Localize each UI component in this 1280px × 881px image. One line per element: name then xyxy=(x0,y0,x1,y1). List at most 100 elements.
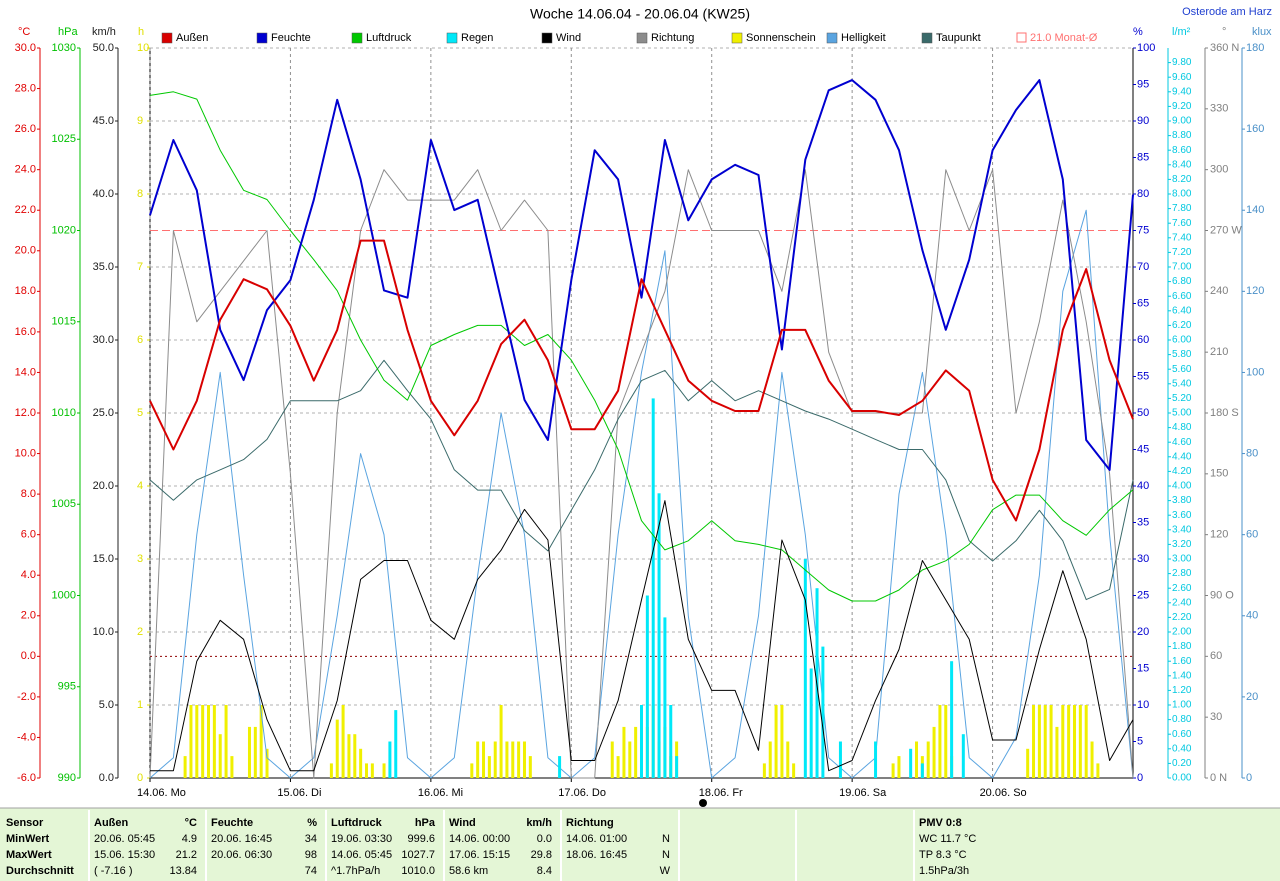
group-name: Richtung xyxy=(566,817,614,829)
y-tick-label: 0 N xyxy=(1210,772,1227,784)
y-tick-label: 2.60 xyxy=(1172,583,1192,594)
y-tick-label: 6.0 xyxy=(21,529,36,541)
y-tick-label: 7.00 xyxy=(1172,262,1192,273)
legend-swatch xyxy=(446,32,458,44)
row-label: MinWert xyxy=(6,833,50,845)
x-tick-label: 17.06. Do xyxy=(558,787,606,799)
y-tick-label: 160 xyxy=(1246,123,1264,135)
series-bar xyxy=(780,705,784,778)
series-bar xyxy=(675,756,679,778)
series-bar xyxy=(1084,705,1088,778)
axis-unit: l/m² xyxy=(1172,26,1191,38)
legend-label: Feuchte xyxy=(271,32,311,44)
series-bar xyxy=(938,705,942,778)
y-tick-label: 25.0 xyxy=(93,407,114,419)
y-tick-label: 50 xyxy=(1137,407,1149,419)
y-tick-label: 22.0 xyxy=(15,204,36,216)
group-name: Luftdruck xyxy=(331,817,383,829)
y-tick-label: 5.0 xyxy=(99,699,114,711)
series-bar xyxy=(1078,705,1082,778)
y-tick-label: 6.00 xyxy=(1172,335,1192,346)
y-tick-label: 1.00 xyxy=(1172,700,1192,711)
cell-when: ( -7.16 ) xyxy=(94,865,133,877)
series-bar xyxy=(329,763,333,778)
cell-value: 98 xyxy=(305,849,317,861)
group-name: Feuchte xyxy=(211,817,253,829)
y-tick-label: 2.40 xyxy=(1172,597,1192,608)
series-bar xyxy=(230,756,234,778)
y-tick-label: 6.60 xyxy=(1172,291,1192,302)
y-tick-label: 8.20 xyxy=(1172,174,1192,185)
y-tick-label: 1.40 xyxy=(1172,670,1192,681)
cell-value: 1027.7 xyxy=(401,849,435,861)
cell-value: 0.0 xyxy=(537,833,552,845)
cell-value: 74 xyxy=(305,865,317,877)
legend-label: Taupunkt xyxy=(936,32,981,44)
y-tick-label: 2.0 xyxy=(21,610,36,622)
axis-unit: % xyxy=(1133,26,1143,38)
series-bar xyxy=(341,705,345,778)
y-tick-label: 100 xyxy=(1137,42,1155,54)
y-tick-label: 140 xyxy=(1246,204,1264,216)
legend-swatch xyxy=(1016,32,1027,43)
y-tick-label: 5.80 xyxy=(1172,349,1192,360)
y-tick-label: 9.80 xyxy=(1172,57,1192,68)
y-tick-label: 3.80 xyxy=(1172,495,1192,506)
series-bar xyxy=(394,710,398,778)
series-bar xyxy=(1072,705,1076,778)
y-tick-label: 7.20 xyxy=(1172,247,1192,258)
y-tick-label: 0.20 xyxy=(1172,758,1192,769)
series-bar xyxy=(183,756,187,778)
legend-label: Außen xyxy=(176,32,208,44)
cell-value: 1010.0 xyxy=(401,865,435,877)
y-tick-label: 45.0 xyxy=(93,115,114,127)
y-tick-label: 60 xyxy=(1137,334,1149,346)
series-bar xyxy=(522,741,526,778)
y-tick-label: 30.0 xyxy=(93,334,114,346)
axis-unit: h xyxy=(138,26,144,38)
y-tick-label: 0.0 xyxy=(21,650,36,662)
y-tick-label: 0 xyxy=(137,772,143,784)
y-tick-label: 9.20 xyxy=(1172,101,1192,112)
series-bar xyxy=(792,763,796,778)
legend-label: Regen xyxy=(461,32,493,44)
series-bar xyxy=(663,617,667,778)
series-bar xyxy=(628,741,632,778)
y-tick-label: 2 xyxy=(137,626,143,638)
series-bar xyxy=(212,705,216,778)
y-tick-label: 20.0 xyxy=(93,480,114,492)
group-unit: °C xyxy=(185,817,197,829)
cell-when: 14.06. 01:00 xyxy=(566,833,627,845)
y-tick-label: 5 xyxy=(1137,735,1143,747)
series-bar xyxy=(347,734,351,778)
y-tick-label: 40 xyxy=(1137,480,1149,492)
cell-value: 29.8 xyxy=(531,849,552,861)
y-tick-label: 20 xyxy=(1137,626,1149,638)
y-tick-label: 5.20 xyxy=(1172,393,1192,404)
y-tick-label: 0.40 xyxy=(1172,743,1192,754)
legend-swatch xyxy=(351,32,363,44)
series-bar xyxy=(195,705,199,778)
y-tick-label: 9.40 xyxy=(1172,86,1192,97)
series-bar xyxy=(961,734,965,778)
y-tick-label: 18.0 xyxy=(15,285,36,297)
y-tick-label: 0.00 xyxy=(1172,773,1192,784)
series-bar xyxy=(499,705,503,778)
series-bar xyxy=(774,705,778,778)
y-tick-label: 20.0 xyxy=(15,245,36,257)
series-bar xyxy=(622,726,626,778)
series-bar xyxy=(944,705,948,778)
series-bar xyxy=(364,763,368,778)
y-tick-label: 65 xyxy=(1137,297,1149,309)
series-bar xyxy=(926,741,930,778)
legend-swatch xyxy=(636,32,648,44)
series-bar xyxy=(201,705,205,778)
y-tick-label: 95 xyxy=(1137,78,1149,90)
y-tick-label: 20 xyxy=(1246,691,1258,703)
y-tick-label: 4.20 xyxy=(1172,466,1192,477)
cell-value: 21.2 xyxy=(176,849,197,861)
axis-unit: km/h xyxy=(92,26,116,38)
y-tick-label: 8.00 xyxy=(1172,189,1192,200)
y-tick-label: 3.00 xyxy=(1172,554,1192,565)
y-tick-label: 360 N xyxy=(1210,42,1239,54)
